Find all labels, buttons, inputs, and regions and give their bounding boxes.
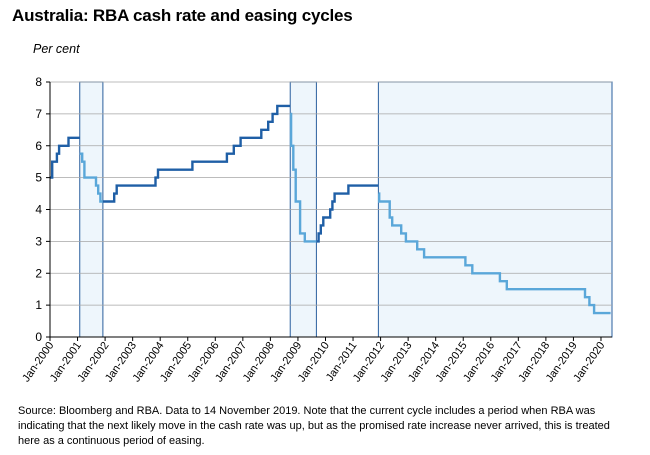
series-line-1 — [50, 136, 80, 179]
series-line-5 — [316, 184, 379, 243]
source-note-line-3: here as a continuous period of easing. — [18, 435, 205, 447]
series-line-3 — [102, 104, 291, 203]
series-line-4 — [289, 112, 317, 243]
series-line-2 — [79, 152, 103, 203]
y-tick-label-1: 1 — [35, 298, 42, 312]
y-tick-label-4: 4 — [35, 203, 42, 217]
y-tick-label-6: 6 — [35, 139, 42, 153]
cash-rate-chart: 0 1 2 3 4 5 6 7 8 Jan-2000Jan-2001Jan-2002Jan-20… — [20, 75, 613, 384]
source-note-line-2: indicating that the next likely move in … — [18, 420, 610, 432]
axes — [46, 81, 612, 341]
y-tick-label-3: 3 — [35, 234, 42, 248]
y-tick-labels: 0 1 2 3 4 5 6 7 8 — [35, 75, 42, 344]
rate-series — [50, 104, 611, 315]
y-tick-label-5: 5 — [35, 171, 42, 185]
y-axis-unit-label: Per cent — [33, 42, 80, 56]
source-note-line-1: Source: Bloomberg and RBA. Data to 14 No… — [18, 405, 596, 417]
y-tick-label-2: 2 — [35, 266, 42, 280]
y-tick-label-8: 8 — [35, 75, 42, 89]
series-line-6 — [378, 192, 611, 315]
y-tick-label-0: 0 — [35, 330, 42, 344]
gridlines — [50, 81, 612, 306]
y-tick-label-7: 7 — [35, 107, 42, 121]
x-tick-labels: Jan-2000Jan-2001Jan-2002Jan-2003Jan-2004… — [20, 340, 607, 384]
source-note: Source: Bloomberg and RBA. Data to 14 No… — [18, 404, 638, 449]
chart-title: Australia: RBA cash rate and easing cycl… — [12, 6, 353, 25]
